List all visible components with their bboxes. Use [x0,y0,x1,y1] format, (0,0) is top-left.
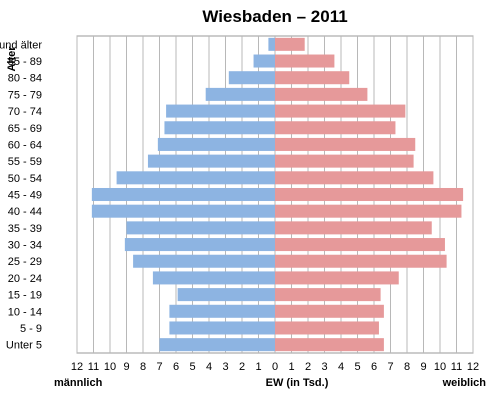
category-labels: 90 und älter 85 - 89 80 - 84 75 - 79 70 - 74… [0,39,42,351]
x-tick-label: 1 [255,361,261,373]
bar-male [116,171,275,185]
x-tick-label: 4 [338,361,344,373]
y-axis-label: Alter [6,46,18,72]
x-tick-label: 12 [71,361,83,373]
bar-female [275,37,305,51]
category-label: 15 - 19 [8,290,42,302]
x-tick-label: 0 [272,361,278,373]
category-label: 65 - 69 [8,123,42,135]
bar-female [275,338,384,352]
category-label: 90 und älter [0,39,42,51]
x-tick-label: 3 [222,361,228,373]
bar-female [275,288,381,302]
bar-female [275,321,379,335]
bar-male [91,187,275,202]
category-label: 50 - 54 [8,173,42,185]
bar-male [159,338,275,352]
bar-female [275,137,416,151]
bar-male [133,254,275,268]
bar-male [164,121,275,135]
category-label: 80 - 84 [8,73,42,85]
bar-female [275,204,462,218]
category-label: 75 - 79 [8,89,42,101]
bar-male [152,271,275,285]
bar-male [169,304,275,318]
bar-male [124,238,275,252]
bar-female [275,87,368,101]
x-tick-label: 3 [321,361,327,373]
bar-layer [91,37,464,352]
bar-male [253,54,275,68]
x-tick-label: 7 [387,361,393,373]
x-tick-label: 6 [173,361,179,373]
bar-female [275,254,447,268]
x-tick-label: 2 [239,361,245,373]
x-axis-label: EW (in Tsd.) [266,377,329,389]
category-label: 45 - 49 [8,190,42,202]
left-label: männlich [54,377,103,389]
bar-female [275,54,335,68]
bar-female [275,187,464,202]
bar-female [275,238,445,252]
chart-title: Wiesbaden – 2011 [202,7,347,26]
x-tick-label: 11 [451,361,462,373]
category-label: 70 - 74 [8,106,42,118]
bar-female [275,71,350,85]
category-label: 85 - 89 [8,56,42,68]
bar-male [147,154,275,168]
bar-male [177,288,275,302]
x-tick-label: 12 [467,361,479,373]
bar-female [275,121,396,135]
x-tick-label: 10 [434,361,446,373]
bar-female [275,271,399,285]
x-tick-label: 2 [305,361,311,373]
category-label: 10 - 14 [8,306,42,318]
category-label: 5 - 9 [20,323,42,335]
x-tick-label: 6 [371,361,377,373]
category-label: 25 - 29 [8,256,42,268]
category-label: 35 - 39 [8,223,42,235]
x-tick-label: 8 [404,361,410,373]
x-tick-label: 9 [420,361,426,373]
x-tick-label: 4 [206,361,212,373]
right-label: weiblich [442,377,487,389]
bar-male [205,87,275,101]
bar-female [275,304,384,318]
category-label: Unter 5 [6,340,42,352]
x-tick-label: 5 [354,361,360,373]
category-label: 60 - 64 [8,139,42,151]
bar-male [268,37,275,51]
x-tick-label: 8 [140,361,146,373]
bar-male [166,104,275,118]
category-label: 20 - 24 [8,273,42,285]
bar-female [275,171,434,185]
x-tick-label: 10 [104,361,116,373]
bar-male [169,321,275,335]
x-tick-labels: 12 11 10 9 8 7 6 5 4 3 2 1 0 1 2 3 4 5 6 7 8 9 10 11 12 [71,361,479,373]
bar-female [275,154,414,168]
bar-female [275,104,406,118]
category-label: 55 - 59 [8,156,42,168]
x-tick-label: 7 [156,361,162,373]
x-tick-label: 9 [123,361,129,373]
bar-male [126,221,275,235]
x-tick-label: 11 [88,361,99,373]
bar-female [275,221,432,235]
category-label: 40 - 44 [8,206,42,218]
bar-male [228,71,275,85]
category-label: 30 - 34 [8,240,42,252]
bar-male [157,137,275,151]
x-tick-label: 5 [189,361,195,373]
bar-male [91,204,275,218]
x-tick-label: 1 [288,361,294,373]
